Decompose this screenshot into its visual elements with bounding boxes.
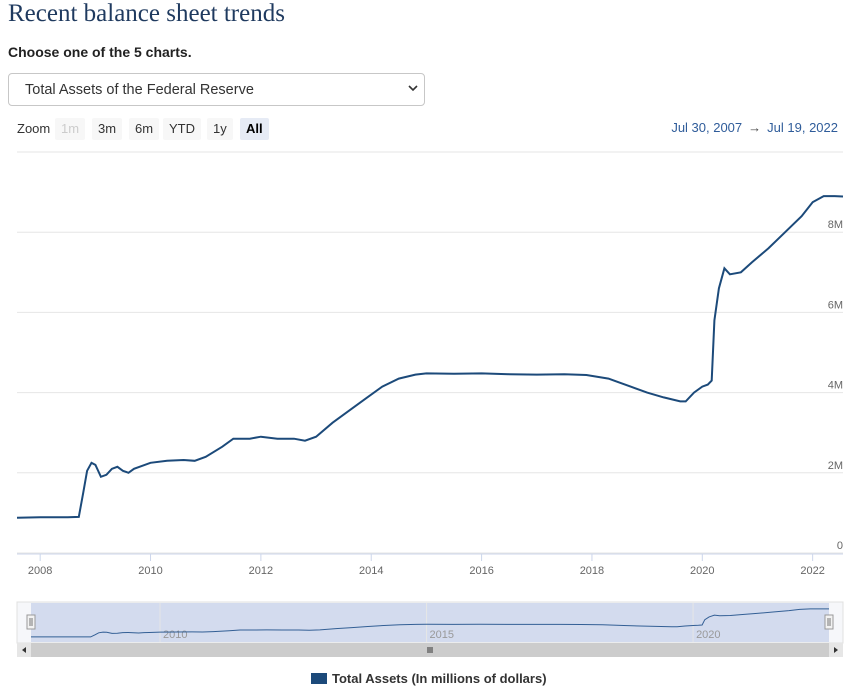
zoom-3m-button[interactable]: 3m [92,118,123,140]
scroll-left-arrow-icon [22,647,26,653]
x-tick-label: 2016 [469,565,493,577]
zoom-1y-button[interactable]: 1y [207,118,233,140]
chart-select[interactable]: Total Assets of the Federal Reserve [8,73,425,106]
x-tick-label: 2020 [690,565,714,577]
zoom-1m-button[interactable]: 1m [55,118,86,140]
legend-label: Total Assets (In millions of dollars) [332,671,547,686]
x-tick-label: 2012 [249,565,273,577]
zoom-ytd-button[interactable]: YTD [163,118,201,140]
range-arrow-icon: → [748,120,762,135]
navigator-tick-label: 2010 [163,629,187,641]
range-to-date[interactable]: Jul 19, 2022 [767,120,838,135]
x-tick-label: 2022 [800,565,824,577]
y-tick-label: 2M [828,460,843,472]
navigator-selection[interactable] [31,603,829,642]
y-tick-label: 4M [828,380,843,392]
line-chart[interactable]: 0 2M 4M 6M 8M 2008 2010 2012 2014 2016 2018 2020 20… [0,0,853,600]
legend[interactable]: Total Assets (In millions of dollars) [311,671,547,686]
zoom-label: Zoom [17,121,51,136]
navigator-tick-label: 2020 [696,629,720,641]
x-tick-label: 2010 [138,565,162,577]
range-from-date[interactable]: Jul 30, 2007 [671,120,743,135]
zoom-all-button[interactable]: All [240,118,269,140]
series-line-total-assets [16,195,844,519]
x-tick-label: 2008 [28,565,52,577]
zoom-6m-button[interactable]: 6m [129,118,160,140]
x-tick-label: 2018 [580,565,604,577]
navigator-left-handle[interactable] [26,614,36,630]
navigator-series-line [31,608,829,638]
legend-swatch [311,673,327,684]
y-tick-label: 8M [828,219,843,231]
navigator[interactable]: 2010 2015 2020 [0,0,853,660]
page-title: Recent balance sheet trends [8,0,285,27]
x-tick-label: 2014 [359,565,383,577]
y-tick-label: 0 [837,540,843,552]
date-range: Jul 30, 2007 → Jul 19, 2022 [671,120,838,135]
y-tick-label: 6M [828,299,843,311]
chart-select-value: Total Assets of the Federal Reserve [25,82,254,98]
chart-chooser-label: Choose one of the 5 charts. [8,44,192,60]
chevron-down-icon [408,85,418,92]
navigator-tick-label: 2015 [430,629,454,641]
navigator-right-handle[interactable] [824,614,834,630]
scroll-right-arrow-icon [834,647,838,653]
